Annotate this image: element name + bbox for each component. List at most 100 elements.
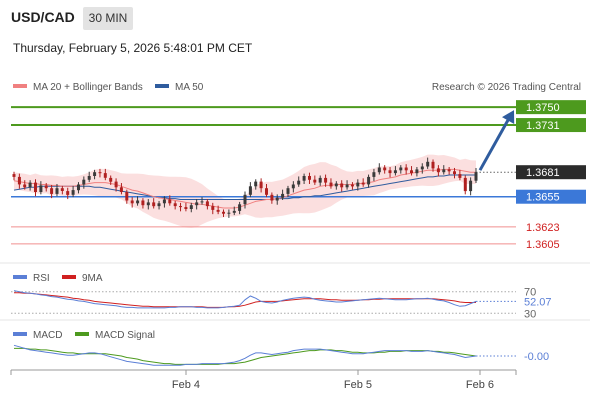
- macd-line: [13, 344, 477, 366]
- candle-body: [308, 176, 311, 180]
- candle-body: [87, 176, 91, 180]
- candle-body: [275, 197, 279, 201]
- candle-body: [350, 184, 354, 187]
- candle-body: [12, 174, 16, 177]
- candle-body: [157, 203, 161, 207]
- candle-body: [259, 181, 263, 189]
- candle-body: [93, 172, 97, 176]
- candle-body: [281, 193, 285, 198]
- candle-body: [227, 212, 231, 214]
- candle-body: [356, 182, 360, 187]
- projection-arrow-head: [502, 110, 515, 124]
- candle-body: [125, 192, 129, 201]
- candle-body: [431, 161, 435, 169]
- legend-swatch-rsi-ma: [62, 275, 76, 279]
- candle-body: [415, 169, 419, 174]
- legend-swatch-ma20: [13, 84, 27, 88]
- candle-body: [179, 206, 182, 208]
- timeframe-button[interactable]: 30 MIN: [83, 7, 133, 30]
- candle-body: [211, 206, 215, 210]
- candle-body: [377, 167, 381, 173]
- rsi-last-value: 52.07: [524, 296, 552, 308]
- candle-body: [453, 171, 456, 175]
- current-price-label: 1.3681: [526, 167, 560, 179]
- candle-body: [404, 167, 408, 171]
- chart-datetime: Thursday, February 5, 2026 5:48:01 PM CE…: [13, 41, 253, 55]
- candle-body: [291, 184, 295, 189]
- candle-body: [313, 179, 317, 183]
- macd-last-value: -0.00: [524, 351, 549, 363]
- candle-body: [189, 205, 193, 209]
- candle-body: [17, 176, 21, 185]
- resistance-level-tag: [516, 100, 586, 115]
- bollinger-band: [14, 154, 476, 228]
- candle-body: [195, 202, 199, 206]
- candle-body: [334, 183, 338, 187]
- resistance-level-tag: [516, 118, 586, 133]
- candle-body: [254, 181, 258, 187]
- candle-body: [141, 200, 145, 206]
- legend-ma50-label: MA 50: [175, 82, 204, 93]
- candle-body: [136, 200, 140, 204]
- legend-macd-label: MACD: [33, 330, 62, 341]
- candle-body: [205, 201, 209, 207]
- candle-body: [286, 188, 290, 194]
- support-level-tag: [516, 189, 586, 204]
- candle-body: [34, 182, 37, 192]
- candle-body: [329, 182, 333, 187]
- rsi-level-label: 30: [524, 308, 536, 320]
- candle-body: [55, 188, 59, 194]
- x-axis-tick-label: Feb 6: [466, 379, 494, 391]
- candle-body: [23, 184, 27, 188]
- x-axis-tick-label: Feb 5: [344, 379, 372, 391]
- candle-body: [372, 172, 376, 177]
- candle-body: [458, 174, 462, 178]
- price-panel: 1.3750 1.3731 1.3681 1.3655 1.3623 1.3605: [11, 100, 586, 251]
- candle-body: [119, 187, 123, 192]
- rsi-ma-line: [14, 292, 476, 308]
- legend-swatch-ma50: [155, 84, 169, 88]
- macd-panel: -0.00: [13, 344, 549, 366]
- candle-body: [168, 199, 172, 204]
- candle-body: [270, 194, 274, 201]
- candle-body: [222, 211, 225, 214]
- candle-body: [109, 177, 113, 182]
- candle-body: [447, 169, 451, 172]
- candle-body: [130, 200, 134, 204]
- candle-body: [436, 168, 440, 173]
- candle-body: [238, 204, 242, 211]
- resistance-level-label: 1.3750: [526, 102, 560, 114]
- candle-body: [44, 185, 48, 189]
- candle-body: [442, 169, 446, 173]
- candle-body: [399, 167, 403, 171]
- legend-ma20-label: MA 20 + Bollinger Bands: [33, 82, 143, 93]
- x-axis-tick-label: Feb 4: [172, 379, 200, 391]
- legend-macd-signal-label: MACD Signal: [95, 330, 155, 341]
- rsi-level-label: 70: [524, 287, 536, 299]
- candle-body: [39, 185, 43, 192]
- legend-swatch-rsi: [13, 275, 27, 279]
- support-level-label: 1.3655: [526, 192, 560, 204]
- resistance-level-label: 1.3731: [526, 120, 560, 132]
- copyright-notice: Research © 2026 Trading Central: [432, 82, 581, 93]
- candle-body: [50, 188, 54, 194]
- candle-body: [393, 170, 397, 174]
- macd-signal-line: [14, 347, 477, 365]
- rsi-line: [13, 290, 477, 309]
- candle-body: [318, 177, 322, 183]
- candle-body: [173, 203, 177, 207]
- candle-body: [28, 182, 32, 188]
- candle-body: [324, 177, 328, 183]
- candle-body: [420, 166, 424, 170]
- candle-body: [152, 202, 156, 207]
- candle-body: [98, 172, 102, 174]
- candle-body: [474, 172, 478, 181]
- candle-body: [71, 190, 75, 195]
- legend-swatch-macd: [13, 332, 27, 336]
- current-price-tag: [516, 165, 586, 180]
- legend-swatch-macd-signal: [75, 332, 89, 336]
- candle-body: [340, 183, 344, 188]
- candle-body: [232, 210, 236, 213]
